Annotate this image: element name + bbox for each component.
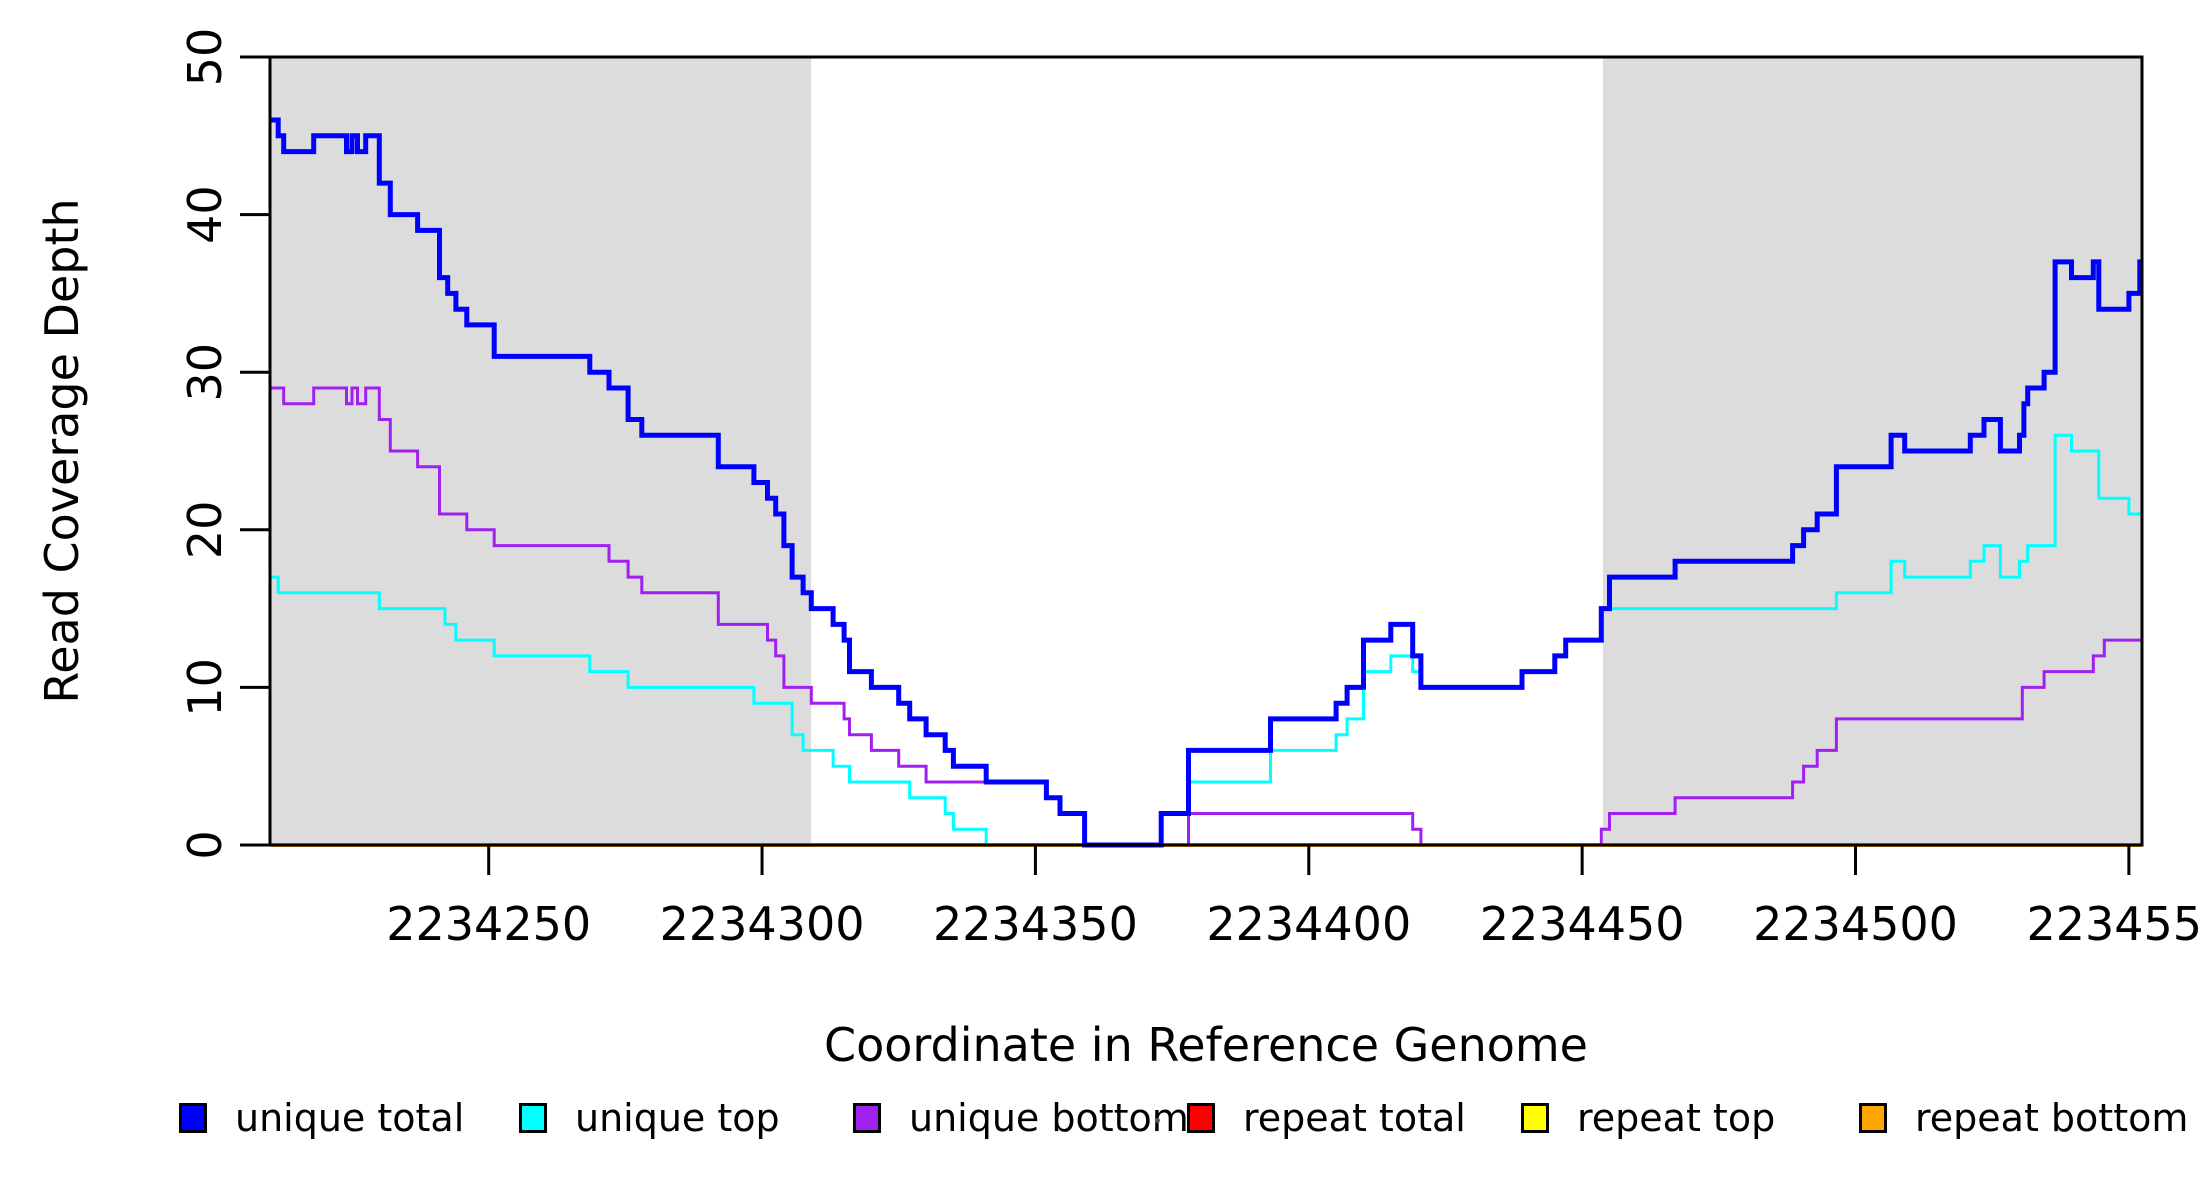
x-axis-tick-label: 2234250: [386, 897, 591, 951]
y-axis-tick-label: 40: [178, 185, 232, 244]
legend-item-unique-total: unique total: [179, 1096, 464, 1140]
x-axis-tick-label: 2234400: [1206, 897, 1411, 951]
legend-label: unique top: [575, 1096, 780, 1140]
legend-swatch-unique-total: [179, 1103, 207, 1133]
x-axis-tick-label: 2234300: [660, 897, 865, 951]
legend-swatch-unique-top: [519, 1103, 547, 1133]
y-axis-tick-label: 10: [178, 658, 232, 717]
series-line-unique-bottom: [270, 386, 2143, 847]
legend-label: unique bottom: [909, 1096, 1189, 1140]
x-axis-title: Coordinate in Reference Genome: [824, 1018, 1588, 1072]
y-axis-tick-label: 20: [178, 501, 232, 560]
legend-swatch-repeat-total: [1187, 1103, 1215, 1133]
legend-label: repeat total: [1243, 1096, 1466, 1140]
legend-item-repeat-bottom: repeat bottom: [1859, 1096, 2188, 1140]
shaded-repeat-region-1: [1602, 57, 2142, 845]
y-axis-tick-label: 50: [178, 28, 232, 87]
legend-item-unique-top: unique top: [519, 1096, 780, 1140]
shaded-repeat-region-0: [270, 57, 812, 845]
legend-swatch-repeat-top: [1521, 1103, 1549, 1133]
series-line-unique-top: [270, 433, 2142, 847]
x-axis-tick-label: 2234450: [1480, 897, 1685, 951]
legend-item-repeat-top: repeat top: [1521, 1096, 1775, 1140]
legend-label: repeat top: [1577, 1096, 1776, 1140]
x-axis-tick-label: 2234500: [1753, 897, 1958, 951]
y-axis-title: Read Coverage Depth: [35, 198, 89, 704]
stray-dot: [1155, 1118, 1160, 1123]
legend-swatch-unique-bottom: [853, 1103, 881, 1133]
legend-swatch-repeat-bottom: [1859, 1103, 1887, 1133]
legend-item-repeat-total: repeat total: [1187, 1096, 1466, 1140]
y-axis-tick-label: 30: [178, 343, 232, 402]
plot-border: [268, 55, 2144, 847]
x-axis-tick-label: 2234350: [933, 897, 1138, 951]
legend-label: repeat bottom: [1915, 1096, 2189, 1140]
series-line-unique-total: [270, 117, 2143, 848]
legend-item-unique-bottom: unique bottom: [853, 1096, 1189, 1140]
y-axis-tick-label: 0: [178, 830, 232, 859]
legend-label: unique total: [235, 1096, 465, 1140]
chart-legend: unique total unique top unique bottom repea…: [0, 1096, 2200, 1146]
